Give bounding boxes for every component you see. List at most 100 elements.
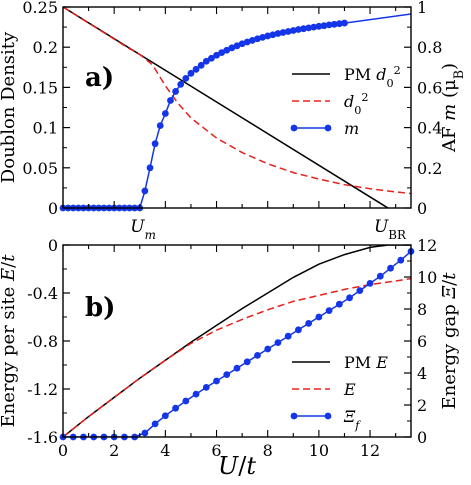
legend-marker: [290, 124, 298, 132]
xtick-label: 6: [211, 441, 221, 460]
legend-entry: d02: [344, 91, 369, 117]
ytick-label: 0.2: [33, 38, 58, 57]
y2tick-label: 12: [417, 236, 437, 255]
legend-marker: [324, 124, 332, 132]
data-point: [254, 352, 261, 359]
y2tick-label: 0.4: [417, 119, 442, 138]
xtick-label: 2: [109, 441, 119, 460]
ytick-label: 0: [48, 199, 58, 218]
data-point: [243, 358, 251, 366]
data-point: [356, 287, 364, 294]
data-point: [208, 54, 215, 62]
data-point: [177, 80, 185, 88]
data-point: [213, 377, 220, 385]
xtick-label: 4: [160, 441, 170, 460]
data-point: [259, 33, 266, 41]
data-point: [151, 420, 159, 428]
series-line-0: [63, 245, 411, 437]
legend-entry: m: [344, 119, 359, 138]
y2tick-label: 0: [417, 199, 427, 218]
data-point: [218, 49, 226, 57]
ytick-label: 0.25: [22, 0, 58, 17]
data-point: [187, 69, 195, 77]
data-point: [192, 390, 200, 398]
ytick-label: 0: [48, 236, 58, 255]
data-point: [202, 384, 210, 391]
legend-marker: [290, 412, 298, 420]
data-point: [228, 44, 236, 52]
y2tick-label: 0: [417, 428, 427, 447]
legend-marker: [324, 412, 332, 420]
y2tick-label: 0.6: [417, 78, 442, 97]
xtick-label-special: Um: [130, 217, 156, 242]
data-point: [284, 28, 292, 35]
data-point: [156, 122, 164, 129]
xtick-label: 0: [58, 441, 68, 460]
data-point: [161, 412, 169, 420]
y2-axis-label: AF m (μB): [439, 63, 466, 153]
data-point: [397, 256, 405, 264]
y2tick-label: 8: [417, 300, 427, 319]
y2-axis-label: Energy gap Ξ/t: [439, 272, 460, 410]
ytick-label: 0.15: [22, 78, 58, 97]
plot-frame: [62, 244, 412, 438]
data-point: [248, 36, 256, 44]
data-point: [335, 300, 343, 308]
data-point: [146, 164, 154, 172]
data-point: [233, 42, 241, 50]
panel-label: b): [85, 293, 115, 323]
legend-entry: PM E: [344, 353, 388, 372]
data-point: [279, 29, 287, 36]
data-point: [182, 74, 190, 82]
data-point: [330, 20, 338, 28]
data-point: [172, 88, 179, 95]
y-axis-label: Doublon Density: [0, 31, 19, 183]
y2tick-label: 0.2: [417, 159, 442, 178]
xtick-label: 8: [263, 441, 273, 460]
data-point: [254, 35, 261, 43]
data-point: [284, 332, 292, 340]
panel-b: -1.6 -1.2 -0.8 -0.4 0 0 2 4 6 8 10 12 0 2 4 6 8 10 12 b) Ene…: [0, 236, 460, 480]
data-point: [233, 364, 241, 372]
data-point: [161, 110, 169, 117]
data-point: [320, 22, 328, 30]
data-point: [295, 326, 302, 334]
data-point: [274, 30, 282, 37]
data-point: [238, 40, 246, 48]
y2tick-label: 2: [417, 396, 427, 415]
y2tick-label: 0.8: [417, 38, 442, 57]
ytick-label: -1.6: [27, 428, 58, 447]
data-point: [341, 19, 348, 27]
y2tick-label: 10: [417, 268, 437, 287]
data-point: [172, 404, 179, 412]
data-point: [305, 320, 313, 327]
data-point: [223, 371, 231, 378]
y2tick-label: 6: [417, 332, 427, 351]
data-point: [141, 429, 149, 437]
data-point: [269, 31, 277, 39]
data-point: [305, 24, 313, 32]
legend-entry: Ξf: [343, 407, 361, 432]
data-point: [295, 26, 302, 33]
ytick-label: 0.05: [22, 159, 58, 178]
xtick-label: 10: [309, 441, 329, 460]
x-axis-label: U/t: [218, 452, 256, 480]
series-line-1: [63, 277, 411, 437]
data-point: [202, 57, 210, 65]
series-line-2: [63, 250, 411, 437]
data-point: [274, 339, 282, 346]
data-point: [141, 187, 149, 195]
series-line-1: [63, 7, 411, 195]
data-point: [315, 313, 323, 321]
legend-entry: E: [343, 380, 356, 399]
data-point: [167, 97, 174, 104]
y2tick-label: 4: [417, 364, 427, 383]
data-point: [243, 38, 251, 46]
panel-a: 0 0.05 0.1 0.15 0.2 0.25 0 0.2 0.4 0.6 0.8 1 Um UBR a)…: [0, 0, 466, 242]
ytick-label: -0.4: [27, 284, 58, 303]
data-point: [151, 140, 159, 148]
data-point: [213, 51, 220, 59]
data-point: [325, 307, 333, 314]
xtick-label-special: UBR: [374, 217, 407, 242]
